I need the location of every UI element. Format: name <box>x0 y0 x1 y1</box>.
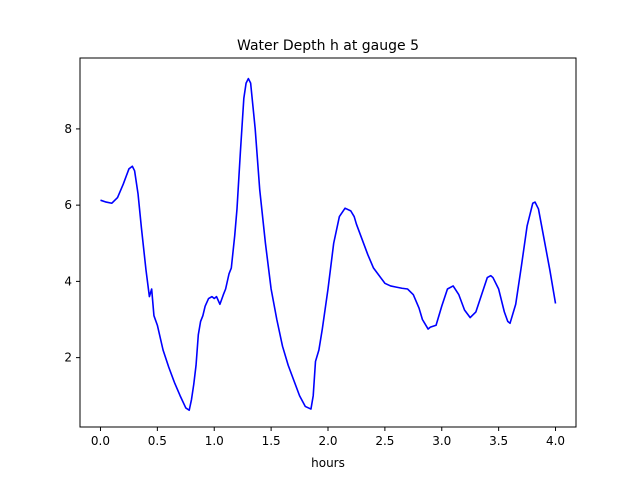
y-tick-label: 8 <box>64 122 72 136</box>
plot-frame <box>79 57 577 428</box>
plot-area <box>100 77 557 412</box>
x-tick-label: 1.0 <box>205 434 224 448</box>
x-tick-label: 2.5 <box>375 434 394 448</box>
x-tick-label: 1.5 <box>262 434 281 448</box>
x-tick-label: 3.0 <box>432 434 451 448</box>
y-tick-label: 2 <box>64 351 72 365</box>
y-tick-label: 4 <box>64 274 72 288</box>
x-axis-label: hours <box>311 456 345 470</box>
x-tick-label: 0.0 <box>91 434 110 448</box>
x-tick-label: 0.5 <box>148 434 167 448</box>
chart-title: Water Depth h at gauge 5 <box>237 38 419 54</box>
axis-ticks: 0.0 0.5 1.0 1.5 2.0 2.5 3.0 3.5 4.0 2 4 6 8 <box>64 122 565 448</box>
series-line-0 <box>100 77 557 412</box>
x-tick-label: 4.0 <box>546 434 565 448</box>
x-tick-label: 3.5 <box>489 434 508 448</box>
y-tick-label: 6 <box>64 198 72 212</box>
x-tick-label: 2.0 <box>318 434 337 448</box>
